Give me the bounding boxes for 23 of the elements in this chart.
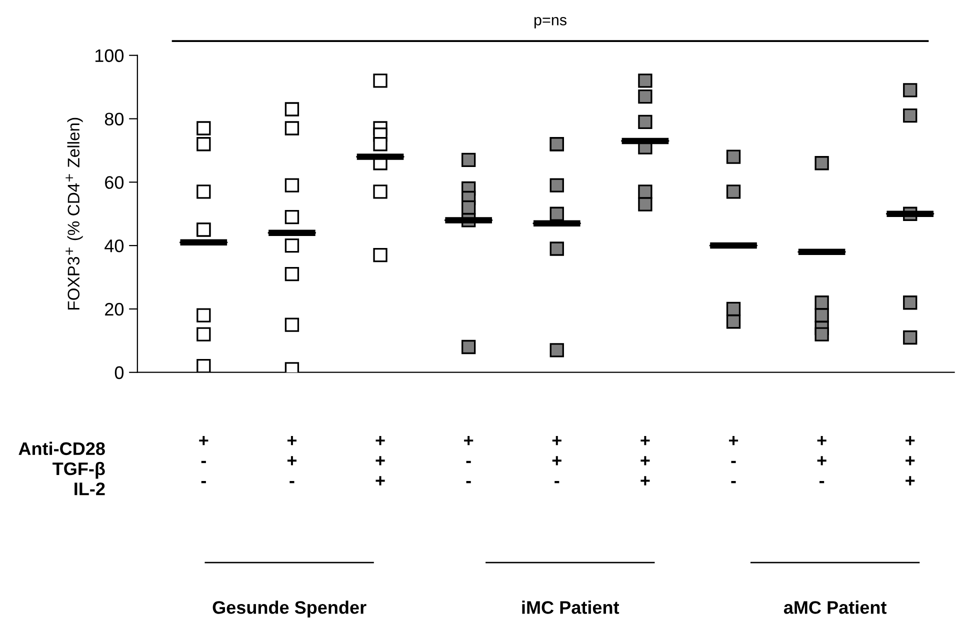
text: TGF-β	[52, 462, 105, 479]
x-tick-label: + + +	[640, 436, 650, 486]
y-tick-label: 0	[114, 366, 124, 380]
y-axis-title: FOXP3$^{+}$ (% CD4$^{+}$ Zellen)	[66, 118, 83, 310]
text: p=ns	[534, 17, 566, 28]
y-tick-label: 60	[105, 176, 124, 189]
text: Anti-CD28	[18, 442, 105, 456]
x-tick-label: + + +	[906, 436, 915, 486]
x-tick-label: + - -	[728, 436, 738, 484]
y-tick-label: 80	[104, 112, 124, 126]
x-tick-label: + - -	[464, 436, 474, 484]
text: iMC Patient	[522, 600, 620, 614]
text: aMC Patient	[784, 600, 887, 614]
y-tick-label: 100	[95, 49, 124, 62]
text: Gesunde Spender	[212, 600, 366, 618]
x-tick-label: + + -	[817, 436, 826, 484]
x-tick-label: + + +	[376, 436, 385, 486]
x-tick-label: + + -	[287, 436, 296, 484]
y-tick-label: 20	[105, 302, 124, 316]
text: IL-2	[74, 482, 105, 496]
x-tick-label: + + -	[552, 436, 562, 484]
y-tick-label: 40	[104, 239, 124, 252]
x-tick-label: + - -	[199, 436, 208, 484]
